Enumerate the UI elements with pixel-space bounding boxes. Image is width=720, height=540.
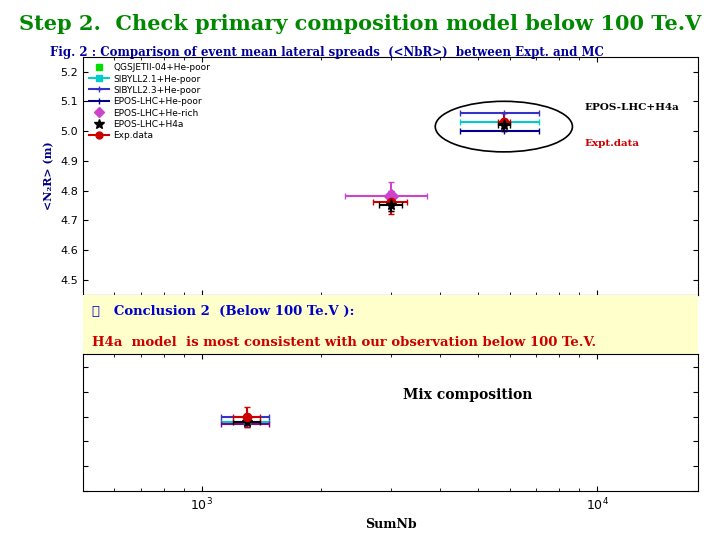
Legend: QGSJETII-04+He-poor, SIBYLL2.1+He-poor, SIBYLL2.3+He-poor, EPOS-LHC+He-poor, EPO: QGSJETII-04+He-poor, SIBYLL2.1+He-poor, … [87,61,212,143]
Text: Fig. 2 : Comparison of event mean lateral spreads  (<NbR>)  between Expt. and MC: Fig. 2 : Comparison of event mean latera… [50,46,604,59]
Text: EPOS-LHC+H4a: EPOS-LHC+H4a [585,103,680,112]
Text: Expt.data: Expt.data [585,139,640,147]
Text: H4a  model  is most consistent with our observation below 100 Te.V.: H4a model is most consistent with our ob… [92,336,596,349]
X-axis label: SumNb: SumNb [365,518,416,531]
Text: ✓   Conclusion 2  (Below 100 Te.V ):: ✓ Conclusion 2 (Below 100 Te.V ): [92,305,354,319]
Y-axis label: <N₂R> (m): <N₂R> (m) [43,141,55,210]
Text: Mix composition: Mix composition [403,388,532,402]
Text: Step 2.  Check primary composition model below 100 Te.V: Step 2. Check primary composition model … [19,14,701,33]
